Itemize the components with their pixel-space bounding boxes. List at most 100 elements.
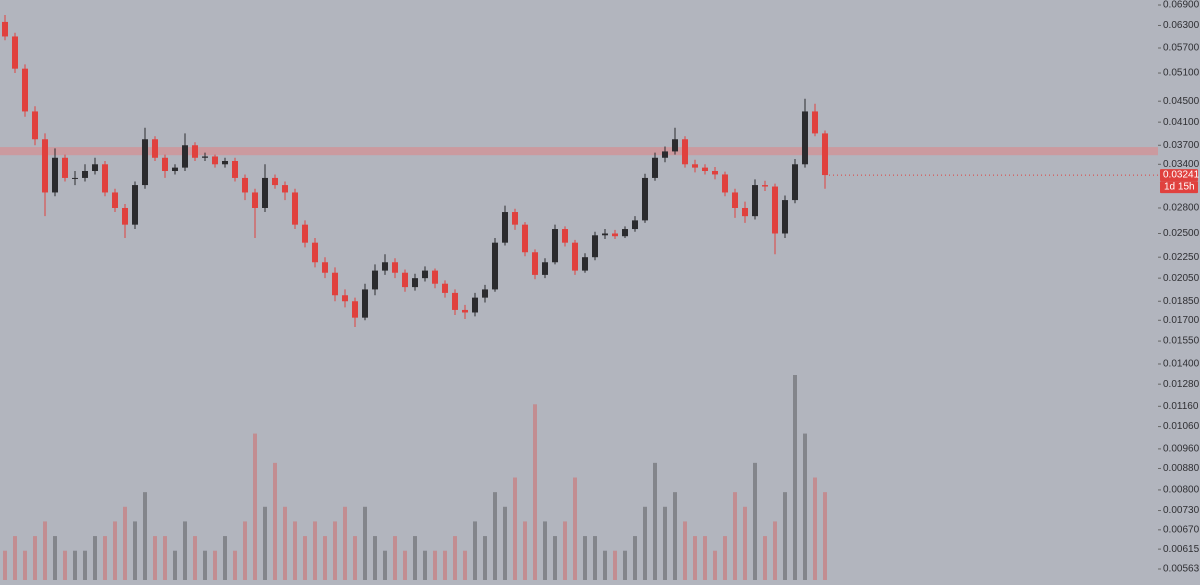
candle-body bbox=[672, 139, 678, 152]
volume-bar bbox=[703, 536, 707, 580]
candle-body bbox=[432, 270, 438, 284]
volume-bar bbox=[313, 521, 317, 580]
volume-bar bbox=[233, 550, 237, 580]
candle-body bbox=[782, 200, 788, 234]
volume-bar bbox=[443, 550, 447, 580]
candle-body bbox=[292, 192, 298, 225]
volume-bar bbox=[683, 521, 687, 580]
volume-bar bbox=[123, 506, 127, 580]
y-tick-label: 0.04500 bbox=[1163, 96, 1200, 107]
candle-body bbox=[552, 229, 558, 263]
candle-body bbox=[112, 192, 118, 208]
candle-body bbox=[372, 270, 378, 290]
volume-bar bbox=[653, 462, 657, 580]
candle-body bbox=[162, 157, 168, 172]
volume-bar bbox=[823, 492, 827, 580]
candle-body bbox=[52, 157, 58, 193]
candle-body bbox=[332, 272, 338, 296]
candle-body bbox=[512, 212, 518, 225]
candle-body bbox=[802, 111, 808, 165]
candle-body bbox=[22, 68, 28, 112]
volume-bar bbox=[203, 550, 207, 580]
volume-bar bbox=[603, 550, 607, 580]
candle-body bbox=[212, 156, 218, 165]
candle-body bbox=[462, 309, 468, 313]
y-tick-label: 0.01160 bbox=[1163, 401, 1199, 412]
y-tick-label: 0.03400 bbox=[1163, 159, 1200, 170]
volume-bar bbox=[803, 433, 807, 580]
candle-body bbox=[692, 164, 698, 168]
candle-body bbox=[182, 145, 188, 168]
volume-bar bbox=[353, 536, 357, 580]
y-tick-label: 0.01060 bbox=[1163, 421, 1200, 432]
candle-body bbox=[412, 278, 418, 288]
candle-body bbox=[642, 177, 648, 221]
volume-bar bbox=[743, 506, 747, 580]
volume-bar bbox=[453, 536, 457, 580]
volume-bar bbox=[783, 492, 787, 580]
candle-body bbox=[392, 262, 398, 273]
volume-bar bbox=[673, 492, 677, 580]
y-tick-label: 0.01700 bbox=[1163, 315, 1200, 326]
volume-bar bbox=[543, 521, 547, 580]
candle-body bbox=[382, 262, 388, 271]
volume-bar bbox=[53, 536, 57, 580]
volume-bar bbox=[553, 536, 557, 580]
volume-bar bbox=[613, 550, 617, 580]
y-tick-label: 0.01550 bbox=[1163, 336, 1200, 347]
volume-bar bbox=[473, 521, 477, 580]
candle-body bbox=[342, 295, 348, 302]
volume-bar bbox=[643, 506, 647, 580]
candle-body bbox=[302, 224, 308, 243]
volume-bar bbox=[63, 550, 67, 580]
volume-bar bbox=[813, 477, 817, 580]
y-tick-label: 0.06300 bbox=[1163, 20, 1200, 31]
candle-body bbox=[242, 177, 248, 193]
y-tick-label: 0.00563 bbox=[1163, 564, 1200, 575]
candle-body bbox=[402, 272, 408, 288]
candle-body bbox=[652, 157, 658, 178]
volume-bar bbox=[663, 506, 667, 580]
candle-body bbox=[682, 139, 688, 165]
volume-bar bbox=[213, 550, 217, 580]
volume-bar bbox=[283, 506, 287, 580]
volume-bar bbox=[733, 492, 737, 580]
candle-body bbox=[822, 133, 828, 176]
candle-body bbox=[522, 224, 528, 253]
candle-body bbox=[252, 192, 258, 208]
y-tick-label: 0.05100 bbox=[1163, 68, 1200, 79]
zone bbox=[0, 147, 1158, 156]
volume-bar bbox=[223, 536, 227, 580]
candle-body bbox=[102, 164, 108, 193]
volume-bar bbox=[343, 506, 347, 580]
y-tick-label: 0.02050 bbox=[1163, 273, 1200, 284]
volume-bar bbox=[193, 536, 197, 580]
volume-bar bbox=[103, 536, 107, 580]
volume-bar bbox=[513, 477, 517, 580]
candle-body bbox=[602, 233, 608, 236]
volume-bar bbox=[533, 404, 537, 580]
volume-bar bbox=[83, 550, 87, 580]
candle-body bbox=[592, 235, 598, 258]
candle-body bbox=[282, 185, 288, 193]
volume-bar bbox=[183, 521, 187, 580]
candle-body bbox=[492, 242, 498, 290]
y-tick-label: 0.00880 bbox=[1163, 463, 1200, 474]
candle-body bbox=[192, 145, 198, 158]
candle-body bbox=[732, 192, 738, 208]
candle-body bbox=[762, 185, 768, 187]
candle-body bbox=[712, 171, 718, 175]
volume-bar bbox=[773, 521, 777, 580]
volume-bar bbox=[133, 521, 137, 580]
volume-bar bbox=[93, 536, 97, 580]
volume-bar bbox=[763, 536, 767, 580]
candle-body bbox=[2, 21, 8, 37]
volume-bar bbox=[323, 536, 327, 580]
y-tick-label: 0.05700 bbox=[1163, 43, 1200, 54]
volume-bar bbox=[73, 550, 77, 580]
candle-body bbox=[612, 233, 618, 237]
volume-bar bbox=[43, 521, 47, 580]
volume-bar bbox=[583, 536, 587, 580]
